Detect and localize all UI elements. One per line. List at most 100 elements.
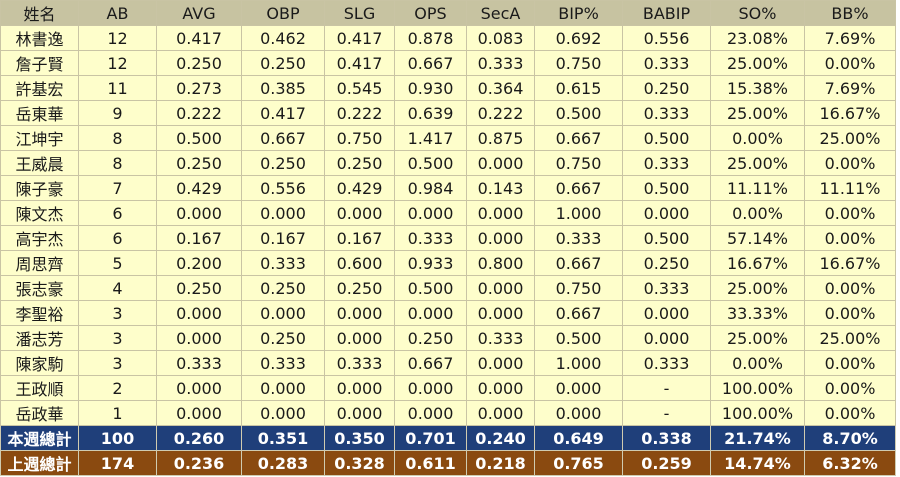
stat-cell-ab: 5	[78, 250, 157, 276]
column-header-bb-pct: BB%	[804, 0, 896, 26]
stat-cell-obp: 0.000	[241, 200, 325, 226]
table-row: 陳家駒 3 0.333 0.333 0.333 0.667 0.000 1.000 0.333 0…	[0, 350, 896, 376]
player-name-cell: 許基宏	[0, 75, 79, 101]
stat-cell-avg: 0.000	[156, 300, 242, 326]
stat-cell-obp: 0.333	[241, 350, 325, 376]
stat-cell-obp: 0.250	[241, 50, 325, 76]
stat-cell-bip-pct: 1.000	[534, 350, 623, 376]
table-row: 林書逸 12 0.417 0.462 0.417 0.878 0.083 0.692 0.556…	[0, 25, 896, 51]
total-cell-ab: 174	[78, 450, 157, 476]
stat-cell-bip-pct: 0.667	[534, 125, 623, 151]
player-name-cell: 周思齊	[0, 250, 79, 276]
stat-cell-ab: 3	[78, 300, 157, 326]
stat-cell-obp: 0.385	[241, 75, 325, 101]
total-label-cell: 上週總計	[0, 450, 79, 476]
stat-cell-obp: 0.250	[241, 275, 325, 301]
stat-cell-bip-pct: 0.500	[534, 325, 623, 351]
column-header-ops: OPS	[394, 0, 467, 26]
header-row: 姓名 AB AVG OBP SLG OPS SecA BIP% BABIP SO% BB%	[0, 0, 896, 26]
stat-cell-so-pct: 57.14%	[710, 225, 805, 251]
stat-cell-so-pct: 16.67%	[710, 250, 805, 276]
player-name-cell: 張志豪	[0, 275, 79, 301]
player-name-cell: 詹子賢	[0, 50, 79, 76]
stat-cell-slg: 0.000	[324, 300, 395, 326]
stat-cell-avg: 0.273	[156, 75, 242, 101]
stat-cell-ops: 0.333	[394, 225, 467, 251]
stat-cell-ab: 3	[78, 350, 157, 376]
stat-cell-ops: 0.933	[394, 250, 467, 276]
stat-cell-ops: 0.000	[394, 375, 467, 401]
stat-cell-babip: 0.333	[622, 150, 711, 176]
stat-cell-slg: 0.000	[324, 200, 395, 226]
player-name-cell: 李聖裕	[0, 300, 79, 326]
stat-cell-bb-pct: 0.00%	[804, 275, 896, 301]
stat-cell-so-pct: 25.00%	[710, 275, 805, 301]
stat-cell-ops: 0.639	[394, 100, 467, 126]
stat-cell-obp: 0.000	[241, 375, 325, 401]
stat-cell-bip-pct: 0.750	[534, 275, 623, 301]
player-name-cell: 高宇杰	[0, 225, 79, 251]
stat-cell-ab: 2	[78, 375, 157, 401]
stat-cell-ops: 0.930	[394, 75, 467, 101]
stat-cell-bip-pct: 0.750	[534, 50, 623, 76]
table-row: 王政順 2 0.000 0.000 0.000 0.000 0.000 0.000-100.0…	[0, 375, 896, 401]
stat-cell-bip-pct: 0.615	[534, 75, 623, 101]
stat-cell-bip-pct: 0.667	[534, 175, 623, 201]
table-row: 陳文杰 6 0.000 0.000 0.000 0.000 0.000 1.000 0.000 0…	[0, 200, 896, 226]
stat-cell-ab: 11	[78, 75, 157, 101]
stat-cell-seca: 0.333	[466, 325, 535, 351]
stat-cell-slg: 0.250	[324, 150, 395, 176]
total-cell-slg: 0.328	[324, 450, 395, 476]
stat-cell-bb-pct: 0.00%	[804, 50, 896, 76]
stat-cell-obp: 0.333	[241, 250, 325, 276]
player-name-cell: 陳文杰	[0, 200, 79, 226]
stat-cell-ops: 0.500	[394, 150, 467, 176]
stat-cell-ops: 0.250	[394, 325, 467, 351]
stat-cell-ops: 0.667	[394, 50, 467, 76]
stat-cell-seca: 0.083	[466, 25, 535, 51]
stat-cell-bb-pct: 0.00%	[804, 225, 896, 251]
total-cell-slg: 0.350	[324, 425, 395, 451]
stat-cell-bb-pct: 16.67%	[804, 250, 896, 276]
stat-cell-slg: 0.600	[324, 250, 395, 276]
stat-cell-ab: 3	[78, 325, 157, 351]
stat-cell-seca: 0.000	[466, 225, 535, 251]
stat-cell-babip: 0.500	[622, 125, 711, 151]
stat-cell-avg: 0.250	[156, 50, 242, 76]
stat-cell-seca: 0.875	[466, 125, 535, 151]
stat-cell-seca: 0.800	[466, 250, 535, 276]
stat-cell-seca: 0.000	[466, 400, 535, 426]
column-header-seca: SecA	[466, 0, 535, 26]
stat-cell-bip-pct: 0.750	[534, 150, 623, 176]
stat-cell-slg: 0.000	[324, 325, 395, 351]
stat-cell-so-pct: 25.00%	[710, 150, 805, 176]
stat-cell-bip-pct: 0.667	[534, 250, 623, 276]
stat-cell-obp: 0.556	[241, 175, 325, 201]
stat-cell-babip: 0.000	[622, 325, 711, 351]
stat-cell-bip-pct: 0.000	[534, 400, 623, 426]
stat-cell-avg: 0.429	[156, 175, 242, 201]
stat-cell-obp: 0.167	[241, 225, 325, 251]
total-cell-bip-pct: 0.649	[534, 425, 623, 451]
stat-cell-slg: 0.000	[324, 400, 395, 426]
stat-cell-ab: 12	[78, 25, 157, 51]
stat-cell-seca: 0.000	[466, 300, 535, 326]
stat-cell-ab: 4	[78, 275, 157, 301]
stat-cell-avg: 0.417	[156, 25, 242, 51]
stat-cell-bb-pct: 11.11%	[804, 175, 896, 201]
stat-cell-obp: 0.417	[241, 100, 325, 126]
table-row: 李聖裕 3 0.000 0.000 0.000 0.000 0.000 0.667 0.000 3…	[0, 300, 896, 326]
stat-cell-babip: -	[622, 400, 711, 426]
stat-cell-so-pct: 23.08%	[710, 25, 805, 51]
stat-cell-so-pct: 11.11%	[710, 175, 805, 201]
player-name-cell: 陳子豪	[0, 175, 79, 201]
table-row: 潘志芳 3 0.000 0.250 0.000 0.250 0.333 0.500 0.000 2…	[0, 325, 896, 351]
table-row: 周思齊 5 0.200 0.333 0.600 0.933 0.800 0.667 0.250 1…	[0, 250, 896, 276]
table-row: 陳子豪 7 0.429 0.556 0.429 0.984 0.143 0.667 0.500 1…	[0, 175, 896, 201]
total-cell-bb-pct: 6.32%	[804, 450, 896, 476]
stat-cell-bip-pct: 0.333	[534, 225, 623, 251]
stat-cell-babip: 0.500	[622, 225, 711, 251]
total-cell-babip: 0.259	[622, 450, 711, 476]
stat-cell-ab: 9	[78, 100, 157, 126]
